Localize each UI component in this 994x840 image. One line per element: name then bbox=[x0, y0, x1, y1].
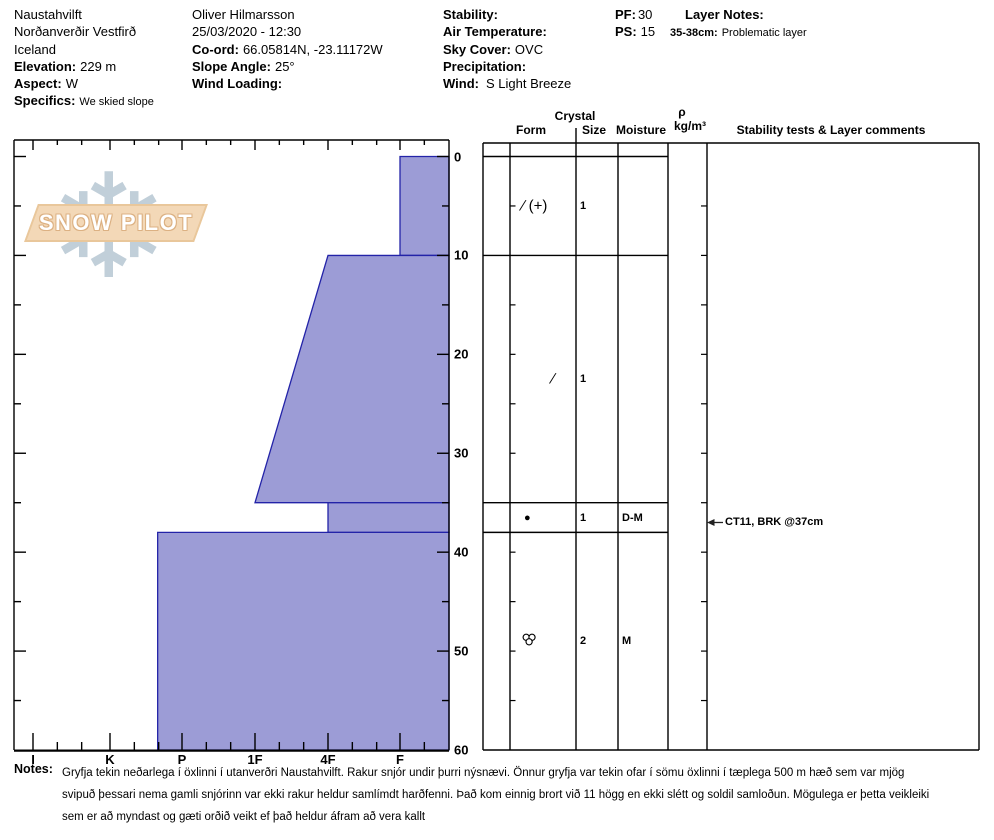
header-weather-block: Stability: Air Temperature: Sky Cover: OV… bbox=[443, 6, 571, 92]
elevation-value: 229 m bbox=[80, 58, 117, 74]
layer-notes-label: Layer Notes: bbox=[685, 7, 764, 22]
pf-value: 30 bbox=[637, 7, 653, 22]
stability-label: Stability: bbox=[443, 7, 498, 22]
coord-value: 66.05814N, -23.11172W bbox=[242, 41, 383, 57]
hardness-axis-label: I bbox=[31, 752, 35, 767]
notes-line-1: Gryfja tekin neðarlega í öxlinni í utanv… bbox=[62, 767, 905, 779]
observer-name: Oliver Hilmarsson bbox=[192, 7, 295, 22]
aspect-label: Aspect: bbox=[14, 76, 62, 92]
precipitation-label: Precipitation: bbox=[443, 58, 527, 74]
snow-layer-polygon bbox=[254, 254, 450, 504]
hardness-axis-label: F bbox=[396, 752, 404, 767]
grain-form-cell: ∕ (+) bbox=[522, 197, 548, 215]
depth-axis-label: 20 bbox=[454, 346, 469, 362]
snow-layer-polygon bbox=[399, 155, 450, 257]
depth-axis-label: 50 bbox=[454, 643, 469, 659]
grain-form-cell: ● bbox=[524, 511, 531, 524]
location-name: Naustahvilft bbox=[14, 7, 82, 22]
hardness-axis-label: P bbox=[177, 752, 187, 767]
col-header-density-symbol: ρ bbox=[678, 105, 686, 119]
melt-cluster-icon bbox=[522, 633, 536, 646]
location-region: Norðanverðir Vestfirð bbox=[14, 24, 137, 40]
slope-angle-value: 25° bbox=[274, 58, 295, 74]
wind-label: Wind: bbox=[443, 76, 479, 92]
elevation-label: Elevation: bbox=[14, 58, 77, 74]
notes-line-2: svipuð þessari nema gamli snjórinn var e… bbox=[62, 788, 930, 801]
sky-cover-label: Sky Cover: bbox=[443, 41, 511, 57]
col-header-density-units: kg/m³ bbox=[673, 119, 707, 133]
ps-value: 15 bbox=[640, 24, 656, 40]
notes-text: Gryfja tekin neðarlega í öxlinni í utanv… bbox=[62, 763, 987, 828]
depth-axis-label: 30 bbox=[454, 445, 469, 461]
grain-form-cell bbox=[521, 633, 538, 649]
snow-layer-polygons bbox=[157, 155, 450, 751]
col-header-form: Form bbox=[516, 123, 546, 137]
snow-layer-polygon bbox=[327, 502, 450, 534]
grain-form-cell: ∕ bbox=[552, 370, 555, 388]
arrow-left-icon bbox=[707, 518, 723, 526]
stability-test-annotation: CT11, BRK @37cm bbox=[725, 516, 824, 529]
col-header-crystal: Crystal bbox=[554, 109, 596, 123]
depth-axis-label: 60 bbox=[454, 742, 469, 758]
header-layer-notes-block: Layer Notes: 35-38cm: Problematic layer bbox=[670, 6, 807, 43]
col-header-moisture: Moisture bbox=[615, 123, 667, 137]
aspect-value: W bbox=[65, 76, 78, 92]
hardness-axis-label: 4F bbox=[320, 752, 336, 767]
grain-size-cell: 2 bbox=[580, 635, 587, 648]
snow-layer-polygon bbox=[157, 531, 450, 751]
air-temperature-label: Air Temperature: bbox=[443, 24, 547, 40]
arrow-head bbox=[707, 518, 715, 526]
header-pf-ps-block: PF: 30 PS: 15 bbox=[615, 6, 655, 41]
specifics-value: We skied slope bbox=[79, 96, 154, 109]
pf-label: PF: bbox=[615, 7, 636, 22]
grain-size-cell: 1 bbox=[580, 199, 587, 212]
wind-loading-label: Wind Loading: bbox=[192, 76, 283, 92]
location-country: Iceland bbox=[14, 41, 56, 57]
moisture-cell: D-M bbox=[622, 511, 643, 524]
header-location-block: Naustahvilft Norðanverðir Vestfirð Icela… bbox=[14, 6, 154, 112]
hardness-axis-label: K bbox=[105, 752, 115, 767]
grain-size-cell: 1 bbox=[580, 373, 587, 386]
hardness-axis-label: 1F bbox=[247, 752, 263, 767]
coord-label: Co-ord: bbox=[192, 41, 239, 57]
depth-axis-label: 10 bbox=[454, 247, 469, 263]
observation-datetime: 25/03/2020 - 12:30 bbox=[192, 24, 302, 40]
specifics-label: Specifics: bbox=[14, 93, 76, 109]
notes-label: Notes: bbox=[14, 762, 53, 776]
layer-note-text: Problematic layer bbox=[721, 27, 807, 40]
notes-line-3: sem er að myndast og gæti orðið veikt ef… bbox=[62, 810, 426, 823]
snowpilot-logo: SNOW PILOT bbox=[24, 204, 208, 242]
grain-size-cell: 1 bbox=[580, 511, 587, 524]
header-observer-block: Oliver Hilmarsson 25/03/2020 - 12:30 Co-… bbox=[192, 6, 383, 92]
moisture-cell: M bbox=[622, 635, 632, 648]
depth-axis-label: 0 bbox=[454, 149, 462, 164]
layer-note-range: 35-38cm: bbox=[670, 27, 718, 40]
col-header-size: Size bbox=[581, 123, 607, 137]
slope-angle-label: Slope Angle: bbox=[192, 58, 271, 74]
col-header-comments: Stability tests & Layer comments bbox=[736, 123, 926, 137]
wind-value: S Light Breeze bbox=[485, 76, 572, 92]
ps-label: PS: bbox=[615, 24, 637, 40]
sky-cover-value: OVC bbox=[514, 41, 544, 57]
crystal-table-grid bbox=[482, 128, 980, 751]
snowpilot-logo-text: SNOW PILOT bbox=[38, 210, 194, 235]
depth-axis-label: 40 bbox=[454, 544, 469, 560]
